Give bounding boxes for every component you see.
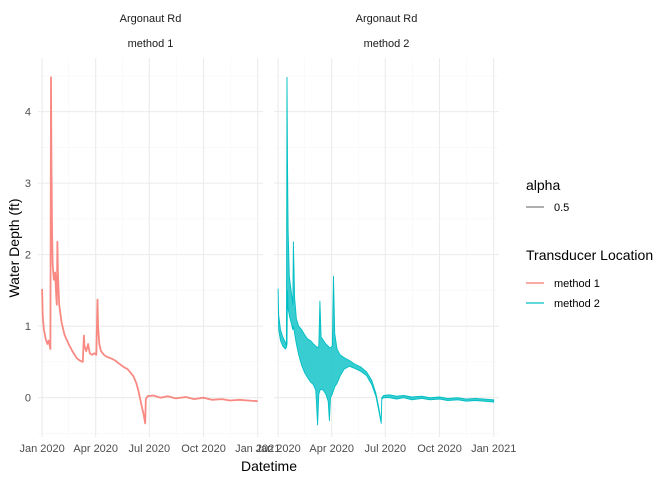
x-tick-label: Jul 2020 xyxy=(129,443,171,455)
x-tick-label: Apr 2020 xyxy=(73,443,118,455)
y-tick-label: 4 xyxy=(25,107,31,119)
strip-label-method: method 1 xyxy=(128,38,174,50)
facet-panel-method-2: Argonaut Rd method 2 xyxy=(274,13,499,437)
y-axis-title: Water Depth (ft) xyxy=(6,198,22,297)
legend-title-alpha: alpha xyxy=(526,177,560,193)
facet-panel-method-1: Argonaut Rd method 1 xyxy=(38,13,263,437)
x-tick-label: Jan 2021 xyxy=(235,443,280,455)
legend-title-transducer-location: Transducer Location xyxy=(526,247,653,263)
x-tick-label: Oct 2020 xyxy=(181,443,226,455)
y-axis-ticks: 0 1 2 3 4 xyxy=(25,107,31,405)
x-tick-label: Jan 2021 xyxy=(471,443,516,455)
x-tick-label: Oct 2020 xyxy=(417,443,462,455)
y-tick-label: 2 xyxy=(25,250,31,262)
x-tick-label: Jan 2020 xyxy=(19,443,64,455)
x-axis-title: Datetime xyxy=(241,458,297,474)
strip-label-site: Argonaut Rd xyxy=(120,13,182,25)
y-tick-label: 3 xyxy=(25,178,31,190)
panel-series xyxy=(277,76,495,426)
legend-label-method-2: method 2 xyxy=(554,298,600,310)
legend: alpha 0.5 Transducer Location method 1 m… xyxy=(526,177,653,310)
panel-grid xyxy=(274,58,499,437)
x-axis-ticks: Jan 2020 Apr 2020 Jul 2020 Oct 2020 Jan 2021… xyxy=(19,443,516,455)
legend-label-alpha: 0.5 xyxy=(554,202,569,214)
x-tick-label: Jul 2020 xyxy=(365,443,407,455)
series-band-method-2 xyxy=(277,76,495,426)
series-line-method-1 xyxy=(41,76,258,425)
y-tick-label: 1 xyxy=(25,321,31,333)
x-tick-label: Apr 2020 xyxy=(309,443,354,455)
strip-label-method: method 2 xyxy=(364,38,410,50)
x-tick-label: Jan 2020 xyxy=(255,443,300,455)
y-tick-label: 0 xyxy=(25,393,31,405)
panel-grid xyxy=(38,58,263,437)
legend-label-method-1: method 1 xyxy=(554,278,600,290)
strip-label-site: Argonaut Rd xyxy=(356,13,418,25)
panel-series xyxy=(41,76,258,425)
